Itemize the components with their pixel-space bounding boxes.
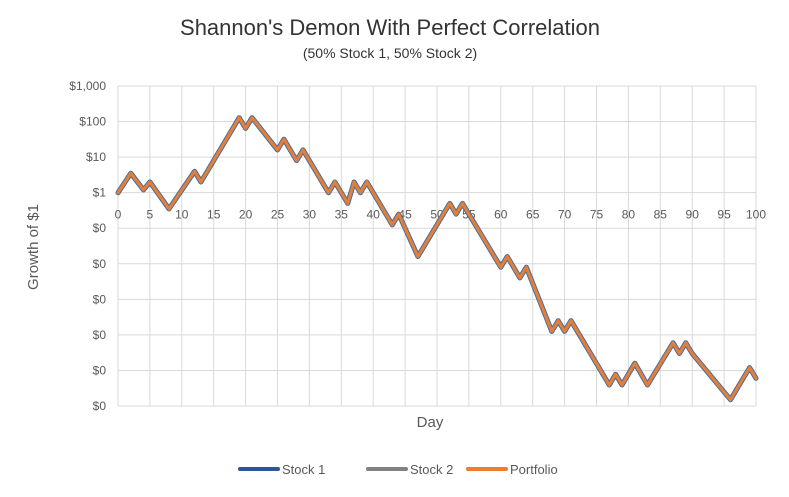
x-tick-label: 5 bbox=[147, 208, 154, 222]
y-tick-label: $10 bbox=[86, 150, 106, 164]
x-tick-label: 20 bbox=[239, 208, 253, 222]
legend-label-stock-1: Stock 1 bbox=[282, 462, 325, 477]
y-tick-label: $0 bbox=[93, 328, 107, 342]
x-tick-label: 85 bbox=[654, 208, 668, 222]
chart-title: Shannon's Demon With Perfect Correlation bbox=[180, 15, 600, 40]
x-tick-label: 30 bbox=[303, 208, 317, 222]
y-tick-label: $1,000 bbox=[69, 79, 106, 93]
x-tick-label: 60 bbox=[494, 208, 508, 222]
series-lines bbox=[115, 115, 759, 403]
y-tick-label: $0 bbox=[93, 221, 107, 235]
x-tick-label: 95 bbox=[717, 208, 731, 222]
legend-label-stock-2: Stock 2 bbox=[410, 462, 453, 477]
y-tick-label: $1 bbox=[93, 186, 107, 200]
x-tick-label: 25 bbox=[271, 208, 285, 222]
x-tick-label: 65 bbox=[526, 208, 540, 222]
x-tick-label: 35 bbox=[335, 208, 349, 222]
x-tick-label: 0 bbox=[115, 208, 122, 222]
x-tick-label: 100 bbox=[746, 208, 766, 222]
x-tick-label: 75 bbox=[590, 208, 604, 222]
y-tick-label: $0 bbox=[93, 363, 107, 377]
x-tick-label: 70 bbox=[558, 208, 572, 222]
y-tick-label: $0 bbox=[93, 292, 107, 306]
legend-label-portfolio: Portfolio bbox=[510, 462, 558, 477]
y-tick-label: $0 bbox=[93, 399, 107, 413]
x-tick-label: 80 bbox=[622, 208, 636, 222]
y-tick-label: $100 bbox=[79, 115, 106, 129]
y-tick-label: $0 bbox=[93, 257, 107, 271]
series-line-portfolio bbox=[116, 116, 758, 401]
legend: Stock 1 Stock 2 Portfolio bbox=[238, 462, 558, 477]
x-tick-label: 40 bbox=[367, 208, 381, 222]
x-tick-label: 15 bbox=[207, 208, 221, 222]
y-axis-ticks: $1,000 $100 $10 $1 $0 $0 $0 $0 $0 $0 bbox=[69, 79, 106, 413]
gridlines bbox=[117, 85, 757, 407]
x-axis-label: Day bbox=[417, 414, 444, 431]
y-axis-label: Growth of $1 bbox=[25, 204, 42, 290]
chart-subtitle: (50% Stock 1, 50% Stock 2) bbox=[303, 45, 477, 61]
x-tick-label: 90 bbox=[686, 208, 700, 222]
x-tick-label: 10 bbox=[175, 208, 189, 222]
